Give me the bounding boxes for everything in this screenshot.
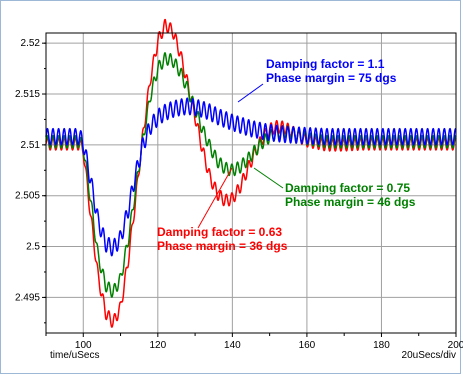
annotation-green-line-1: Damping factor = 0.75: [285, 181, 410, 195]
annotation-green-line-2: Phase margin = 46 dgs: [285, 195, 416, 209]
x-tick-label: 100: [75, 340, 92, 351]
series-line-2: [45, 97, 457, 257]
annotation-red-line-1: Damping factor = 0.63: [157, 225, 282, 239]
annotation-blue-line-2: Phase margin = 75 dgs: [266, 71, 397, 85]
tick-layer: 100 120 140 160 180 200 2.495 2.5 2.505 2.51 2.515…: [15, 38, 463, 351]
x-scale-label: 20uSecs/div: [402, 350, 456, 361]
y-tick-label: 2.495: [15, 292, 40, 303]
annotation-red-line-2: Phase margin = 36 dgs: [157, 239, 288, 253]
series-layer: [45, 18, 457, 328]
x-tick-label: 160: [299, 340, 316, 351]
x-tick-label: 180: [373, 340, 390, 351]
y-tick-label: 2.52: [21, 38, 41, 49]
plot-border: [45, 32, 457, 334]
series-line-1: [45, 52, 457, 298]
y-tick-label: 2.5: [26, 242, 40, 253]
annotation-green-pointer: [253, 167, 284, 189]
grid: [46, 33, 456, 333]
annotation-blue-pointer: [237, 83, 264, 103]
x-tick-label: 200: [448, 340, 463, 351]
x-tick-label: 120: [149, 340, 166, 351]
y-tick-label: 2.51: [21, 140, 41, 151]
y-tick-label: 2.505: [15, 191, 40, 202]
y-tick-label: 2.515: [15, 89, 40, 100]
x-tick-label: 140: [224, 340, 241, 351]
annotation-blue-line-1: Damping factor = 1.1: [266, 57, 385, 71]
x-axis-label: time/uSecs: [50, 350, 99, 361]
annotation-red-pointer: [197, 167, 233, 229]
